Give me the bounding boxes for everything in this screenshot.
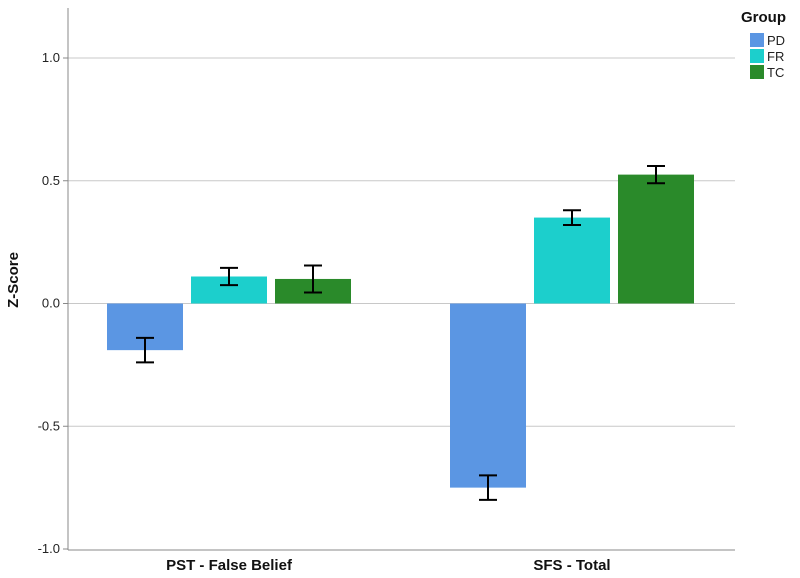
y-axis-ticks: -1.0 -0.5 0.0 0.5 1.0	[38, 50, 68, 556]
x-category-label: PST - False Belief	[166, 557, 293, 574]
x-axis-categories: PST - False Belief SFS - Total	[166, 557, 611, 574]
legend-swatch-fr	[750, 49, 764, 63]
y-tick-label: 1.0	[42, 50, 60, 65]
bar-pd	[450, 303, 526, 488]
y-tick-label: -0.5	[38, 418, 60, 433]
legend-label: PD	[767, 33, 785, 48]
x-category-label: SFS - Total	[533, 557, 610, 574]
legend-title: Group	[741, 9, 786, 26]
legend-swatch-pd	[750, 33, 764, 47]
y-axis-title: Z-Score	[5, 252, 22, 308]
bar-tc	[618, 174, 694, 304]
error-bars-group	[136, 165, 665, 501]
legend-label: TC	[767, 65, 784, 80]
bar-fr	[534, 217, 610, 304]
bars-group	[107, 174, 694, 488]
y-tick-label: 0.5	[42, 173, 60, 188]
y-tick-label: -1.0	[38, 541, 60, 556]
legend-label: FR	[767, 49, 784, 64]
legend-swatch-tc	[750, 65, 764, 79]
y-tick-label: 0.0	[42, 296, 60, 311]
